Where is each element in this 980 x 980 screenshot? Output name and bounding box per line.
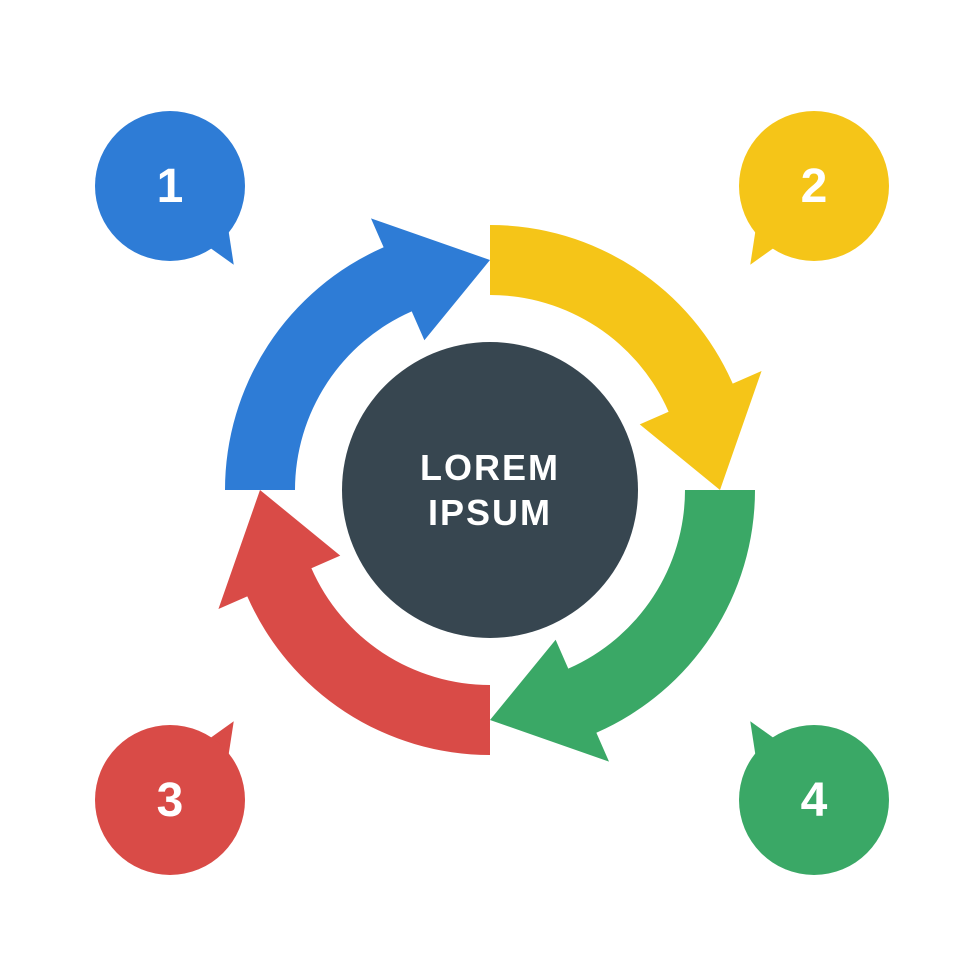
bubble-label-2: 2 — [801, 159, 828, 214]
bubble-3: 3 — [95, 725, 245, 875]
bubble-label-3: 3 — [157, 773, 184, 828]
center-line2: IPSUM — [428, 490, 552, 535]
bubble-label-1: 1 — [157, 159, 184, 214]
center-circle: LOREM IPSUM — [342, 342, 638, 638]
bubble-1: 1 — [95, 111, 245, 261]
bubble-2: 2 — [739, 111, 889, 261]
bubble-label-4: 4 — [801, 773, 828, 828]
infographic-cycle: LOREM IPSUM 1 2 3 4 — [0, 0, 980, 980]
center-line1: LOREM — [420, 445, 560, 490]
bubble-4: 4 — [739, 725, 889, 875]
